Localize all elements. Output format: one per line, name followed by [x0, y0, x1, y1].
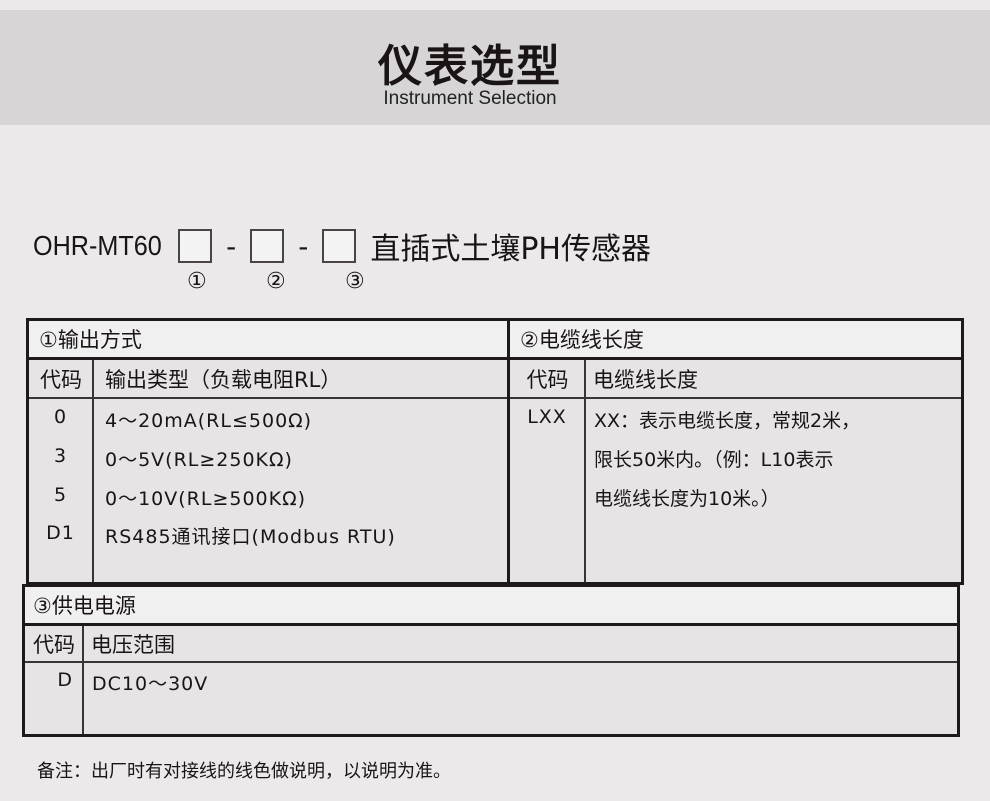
- page-title: 仪表选型: [378, 41, 562, 92]
- cable-desc: XX：表示电缆长度，常规2米，: [594, 410, 861, 432]
- divider: [584, 360, 586, 582]
- power-col-header: 代码 电压范围: [25, 626, 957, 663]
- code-box-1: [178, 229, 213, 263]
- marker-2: ②: [266, 269, 286, 294]
- output-type: 4～20mA(RL≤500Ω): [105, 410, 313, 432]
- power-table: ③供电电源 代码 电压范围 D DC10～30V: [22, 584, 960, 737]
- product-name: 直插式土壤PH传感器: [370, 232, 651, 267]
- cable-table: ②电缆线长度 代码 电缆线长度 LXX XX：表示电缆长度，常规2米， 限长50…: [507, 318, 964, 585]
- output-col-header: 代码 输出类型（负载电阻RL）: [29, 360, 507, 399]
- output-title: ①输出方式: [29, 321, 507, 360]
- output-table: ①输出方式 代码 输出类型（负载电阻RL） 0 4～20mA(RL≤500Ω) …: [26, 318, 510, 585]
- cable-code: LXX: [527, 406, 567, 428]
- output-type: RS485通讯接口(Modbus RTU): [105, 526, 396, 548]
- cable-col-header: 代码 电缆线长度: [510, 360, 961, 399]
- cable-desc: 电缆线长度为10米。）: [594, 488, 780, 510]
- cable-title: ②电缆线长度: [510, 321, 961, 360]
- power-range: DC10～30V: [92, 673, 209, 695]
- code-box-2: [250, 229, 285, 263]
- model-code: OHR-MT60 - - 直插式土壤PH传感器: [33, 226, 651, 267]
- code-box-3: [322, 229, 357, 263]
- output-code: 3: [53, 445, 68, 467]
- col-code: 代码: [526, 367, 569, 392]
- model-prefix: OHR-MT60: [33, 230, 162, 261]
- cable-desc: 限长50米内。（例：L10表示: [594, 449, 834, 471]
- output-code: 0: [53, 406, 68, 428]
- marker-1: ①: [187, 269, 207, 294]
- top-strip: [0, 0, 990, 10]
- output-type: 0～10V(RL≥500KΩ): [105, 488, 307, 510]
- marker-3: ③: [345, 269, 365, 294]
- output-code: D1: [46, 522, 75, 544]
- output-type: 0～5V(RL≥250KΩ): [105, 449, 293, 471]
- separator: -: [298, 229, 309, 263]
- divider: [92, 360, 94, 582]
- separator: -: [226, 229, 237, 263]
- power-title: ③供电电源: [25, 587, 957, 626]
- divider: [82, 626, 84, 734]
- col-length: 电缆线长度: [593, 367, 698, 392]
- col-range: 电压范围: [91, 632, 175, 657]
- page-subtitle: Instrument Selection: [383, 88, 557, 109]
- footnote: 备注：出厂时有对接线的线色做说明，以说明为准。: [37, 761, 451, 782]
- header-banner: 仪表选型 Instrument Selection: [0, 10, 990, 125]
- col-type: 输出类型（负载电阻RL）: [105, 367, 342, 392]
- col-code: 代码: [40, 367, 82, 392]
- col-code: 代码: [33, 632, 75, 657]
- power-code: D: [57, 669, 73, 691]
- output-code: 5: [53, 484, 68, 506]
